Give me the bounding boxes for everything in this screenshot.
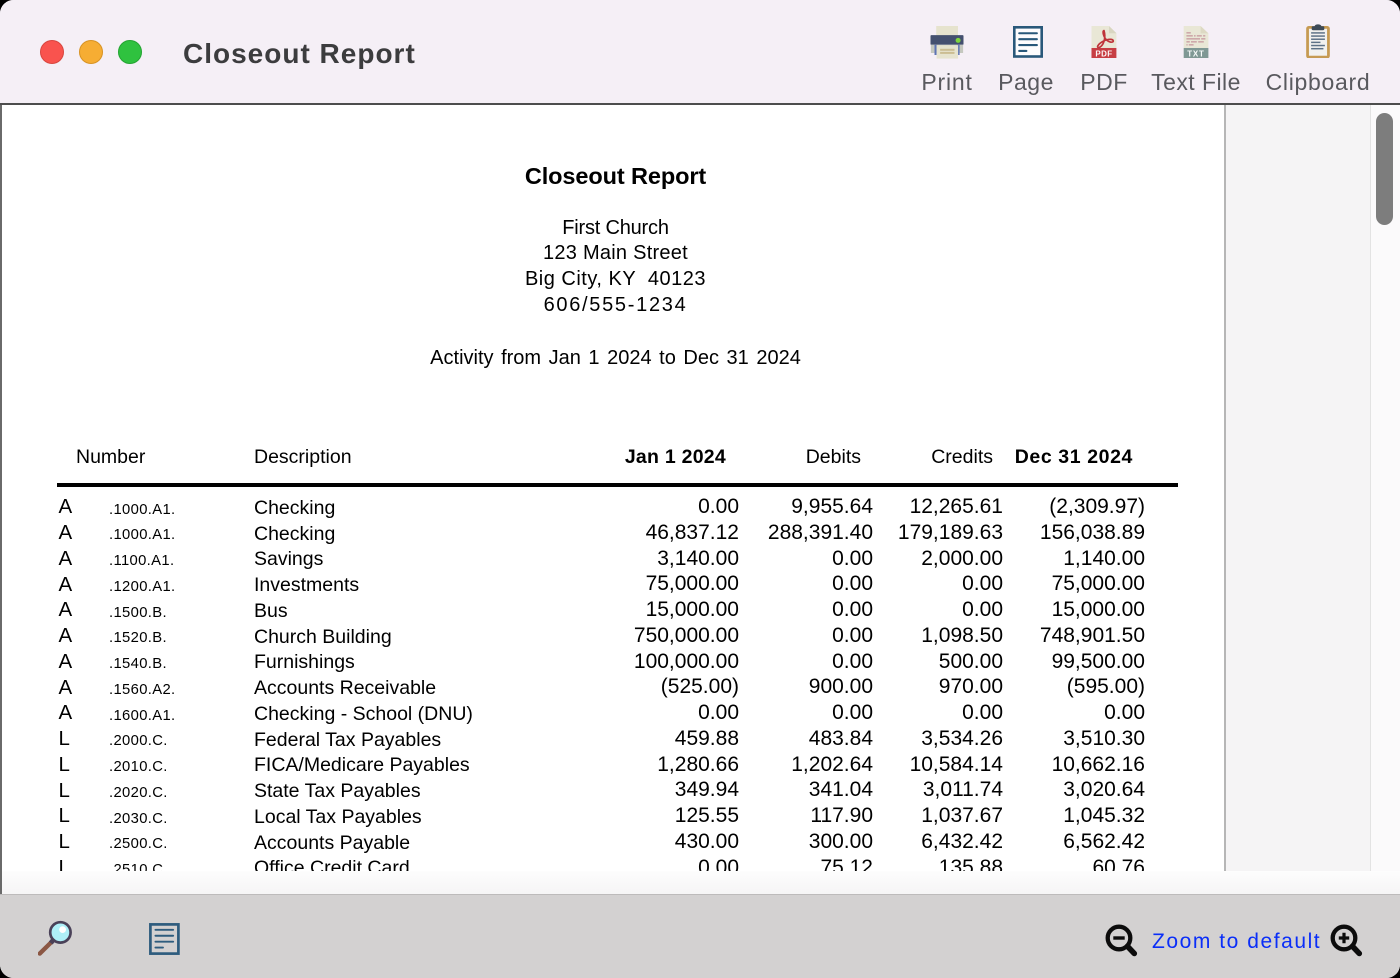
svg-text:TXT: TXT — [1187, 49, 1204, 58]
svg-text:PDF: PDF — [1095, 49, 1112, 58]
